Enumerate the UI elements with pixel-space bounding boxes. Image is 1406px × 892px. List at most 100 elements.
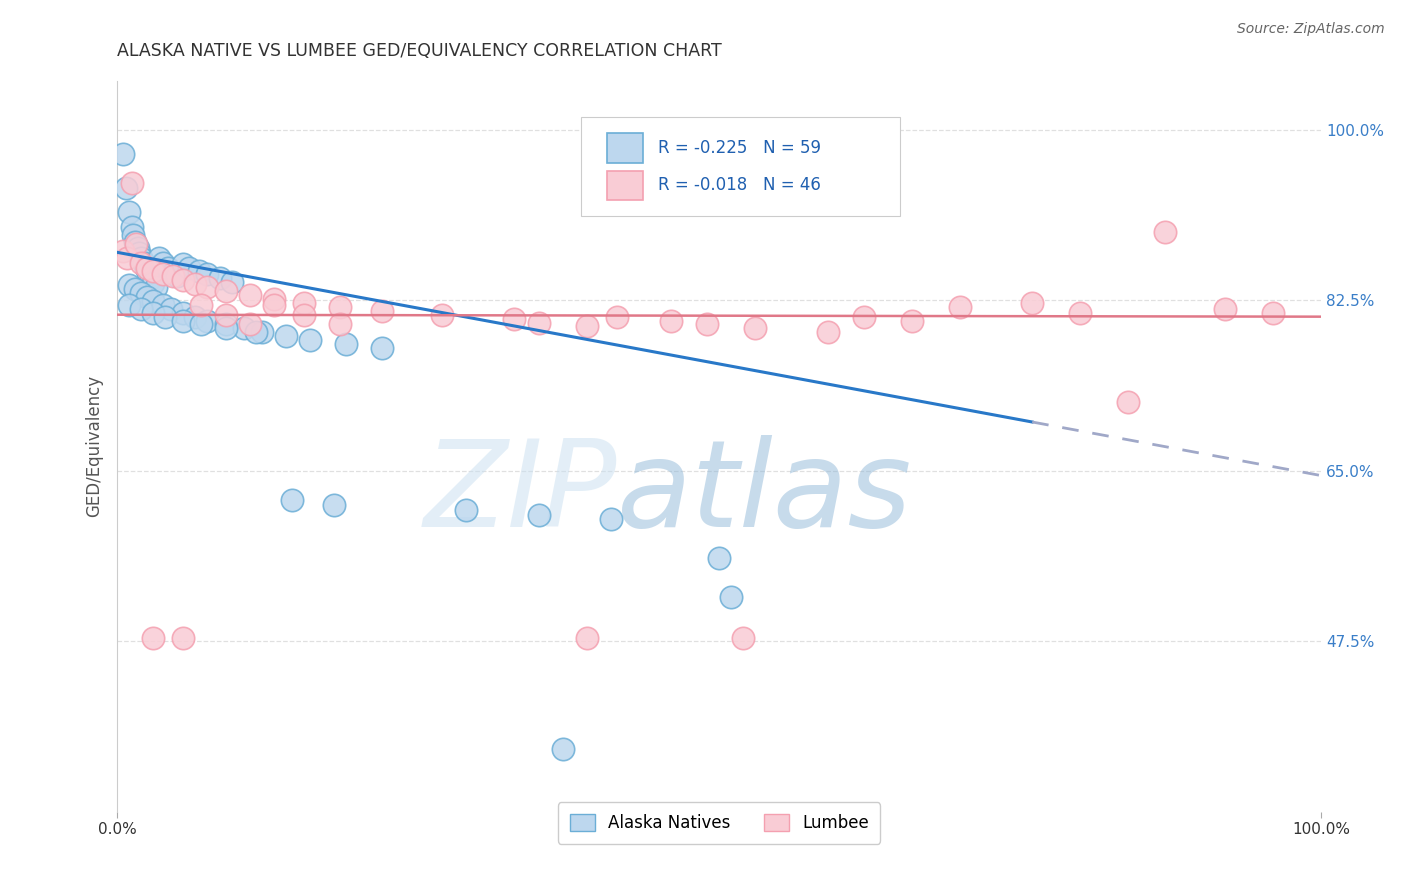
Bar	[607, 170, 644, 200]
Y-axis label: GED/Equivalency: GED/Equivalency	[86, 376, 103, 517]
Point	[142, 632, 165, 646]
Point	[214, 321, 236, 335]
Point	[456, 502, 478, 516]
Point	[281, 492, 304, 507]
Point	[335, 337, 357, 351]
Point	[659, 313, 682, 327]
Point	[136, 260, 159, 275]
Point	[172, 306, 194, 320]
Point	[575, 632, 598, 646]
Point	[197, 280, 219, 294]
Point	[125, 236, 148, 251]
Point	[184, 310, 207, 324]
Point	[118, 205, 141, 219]
Point	[118, 298, 141, 312]
Point	[371, 341, 394, 355]
Point	[606, 310, 628, 324]
Point	[190, 318, 212, 332]
Point	[156, 260, 179, 275]
Point	[1261, 306, 1284, 320]
Point	[139, 270, 162, 285]
FancyBboxPatch shape	[581, 118, 900, 216]
Point	[152, 267, 174, 281]
Point	[733, 632, 755, 646]
Point	[112, 147, 135, 161]
Point	[145, 280, 167, 294]
Point	[197, 313, 219, 327]
Legend: Alaska Natives, Lumbee: Alaska Natives, Lumbee	[558, 802, 880, 844]
Point	[245, 325, 267, 339]
Point	[179, 260, 201, 275]
Point	[197, 267, 219, 281]
Point	[121, 227, 143, 242]
Point	[949, 300, 972, 314]
Point	[239, 288, 262, 302]
Point	[148, 251, 170, 265]
Point	[128, 246, 150, 260]
Point	[184, 277, 207, 291]
Point	[1153, 225, 1175, 239]
Point	[138, 266, 160, 280]
Point	[329, 318, 352, 332]
Point	[551, 741, 574, 756]
Point	[129, 256, 152, 270]
Point	[852, 310, 875, 324]
Point	[172, 313, 194, 327]
Point	[1213, 301, 1236, 316]
Point	[115, 251, 138, 265]
Point	[129, 251, 152, 265]
Text: Source: ZipAtlas.com: Source: ZipAtlas.com	[1237, 22, 1385, 37]
Point	[188, 264, 211, 278]
Point	[432, 308, 454, 322]
Point	[214, 318, 236, 332]
Point	[263, 292, 285, 306]
Point	[503, 311, 526, 326]
Text: R = -0.018   N = 46: R = -0.018 N = 46	[658, 177, 821, 194]
Point	[118, 278, 141, 293]
Point	[527, 508, 550, 522]
Point	[114, 181, 136, 195]
Point	[575, 319, 598, 334]
Point	[162, 266, 184, 280]
Point	[263, 298, 285, 312]
Point	[166, 268, 188, 283]
Point	[172, 632, 194, 646]
Point	[132, 256, 155, 270]
Point	[250, 325, 273, 339]
Point	[527, 316, 550, 330]
Point	[322, 498, 344, 512]
Point	[221, 275, 243, 289]
Point	[599, 512, 621, 526]
Point	[124, 282, 146, 296]
Point	[172, 257, 194, 271]
Text: R = -0.225   N = 59: R = -0.225 N = 59	[658, 139, 821, 157]
Point	[1069, 306, 1091, 320]
Point	[900, 313, 922, 327]
Point	[172, 272, 194, 286]
Point	[142, 294, 165, 309]
Point	[744, 321, 766, 335]
Point	[127, 242, 149, 256]
Text: atlas: atlas	[617, 435, 912, 552]
Point	[142, 264, 165, 278]
Point	[155, 310, 177, 324]
Point	[292, 296, 315, 310]
Point	[292, 308, 315, 322]
Point	[817, 325, 839, 339]
Point	[707, 551, 730, 566]
Point	[124, 235, 146, 249]
Point	[142, 276, 165, 290]
Point	[129, 286, 152, 301]
Point	[371, 303, 394, 318]
Point	[274, 329, 297, 343]
Point	[239, 318, 262, 332]
Point	[121, 219, 143, 234]
Point	[135, 260, 157, 275]
Point	[129, 301, 152, 316]
Point	[162, 268, 184, 283]
Point	[190, 298, 212, 312]
Point	[152, 298, 174, 312]
Point	[142, 306, 165, 320]
Point	[298, 333, 321, 347]
Point	[1021, 296, 1043, 310]
